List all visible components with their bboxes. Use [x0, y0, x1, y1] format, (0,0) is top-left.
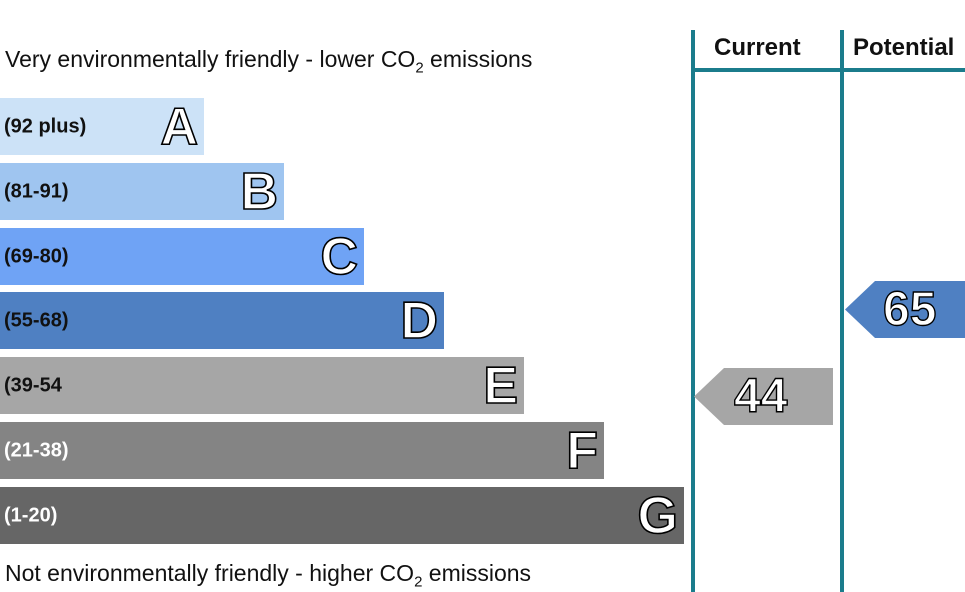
band-range-label: (81-91)	[4, 180, 69, 202]
band-f: (21-38) F	[0, 422, 604, 479]
potential-arrow-shape	[845, 281, 965, 338]
divider-left	[691, 30, 695, 592]
header-underline-potential	[840, 68, 965, 72]
potential-rating-value: 65	[882, 282, 937, 336]
divider-middle	[840, 30, 844, 592]
band-g: (1-20) G	[0, 487, 684, 544]
column-header-potential: Potential	[853, 34, 955, 61]
band-letter: C	[320, 227, 359, 286]
band-letter: G	[637, 486, 679, 545]
band-b: (81-91) B	[0, 163, 284, 220]
band-d: (55-68) D	[0, 292, 444, 349]
current-rating-value: 44	[733, 369, 788, 423]
band-letter: E	[483, 356, 519, 415]
band-range-label: (69-80)	[4, 245, 69, 267]
current-arrow-shape	[694, 368, 833, 425]
band-letter: A	[160, 97, 199, 156]
band-e: (39-54 E	[0, 357, 524, 414]
header-underline-current	[691, 68, 844, 72]
band-letter: D	[400, 291, 439, 350]
band-range-label: (92 plus)	[4, 115, 87, 137]
chart-title-bottom: Not environmentally friendly - higher CO…	[5, 560, 532, 591]
band-c: (69-80) C	[0, 228, 364, 285]
band-a: (92 plus) A	[0, 98, 204, 155]
current-rating-arrow: 44	[694, 368, 833, 425]
band-range-label: (21-38)	[4, 439, 69, 461]
chart-title-top: Very environmentally friendly - lower CO…	[5, 46, 533, 77]
band-range-label: (39-54	[4, 374, 62, 396]
band-range-label: (55-68)	[4, 309, 69, 331]
column-header-current: Current	[714, 34, 801, 61]
band-letter: B	[240, 162, 279, 221]
band-letter: F	[565, 421, 598, 480]
potential-rating-arrow: 65	[845, 281, 965, 338]
band-range-label: (1-20)	[4, 504, 58, 526]
